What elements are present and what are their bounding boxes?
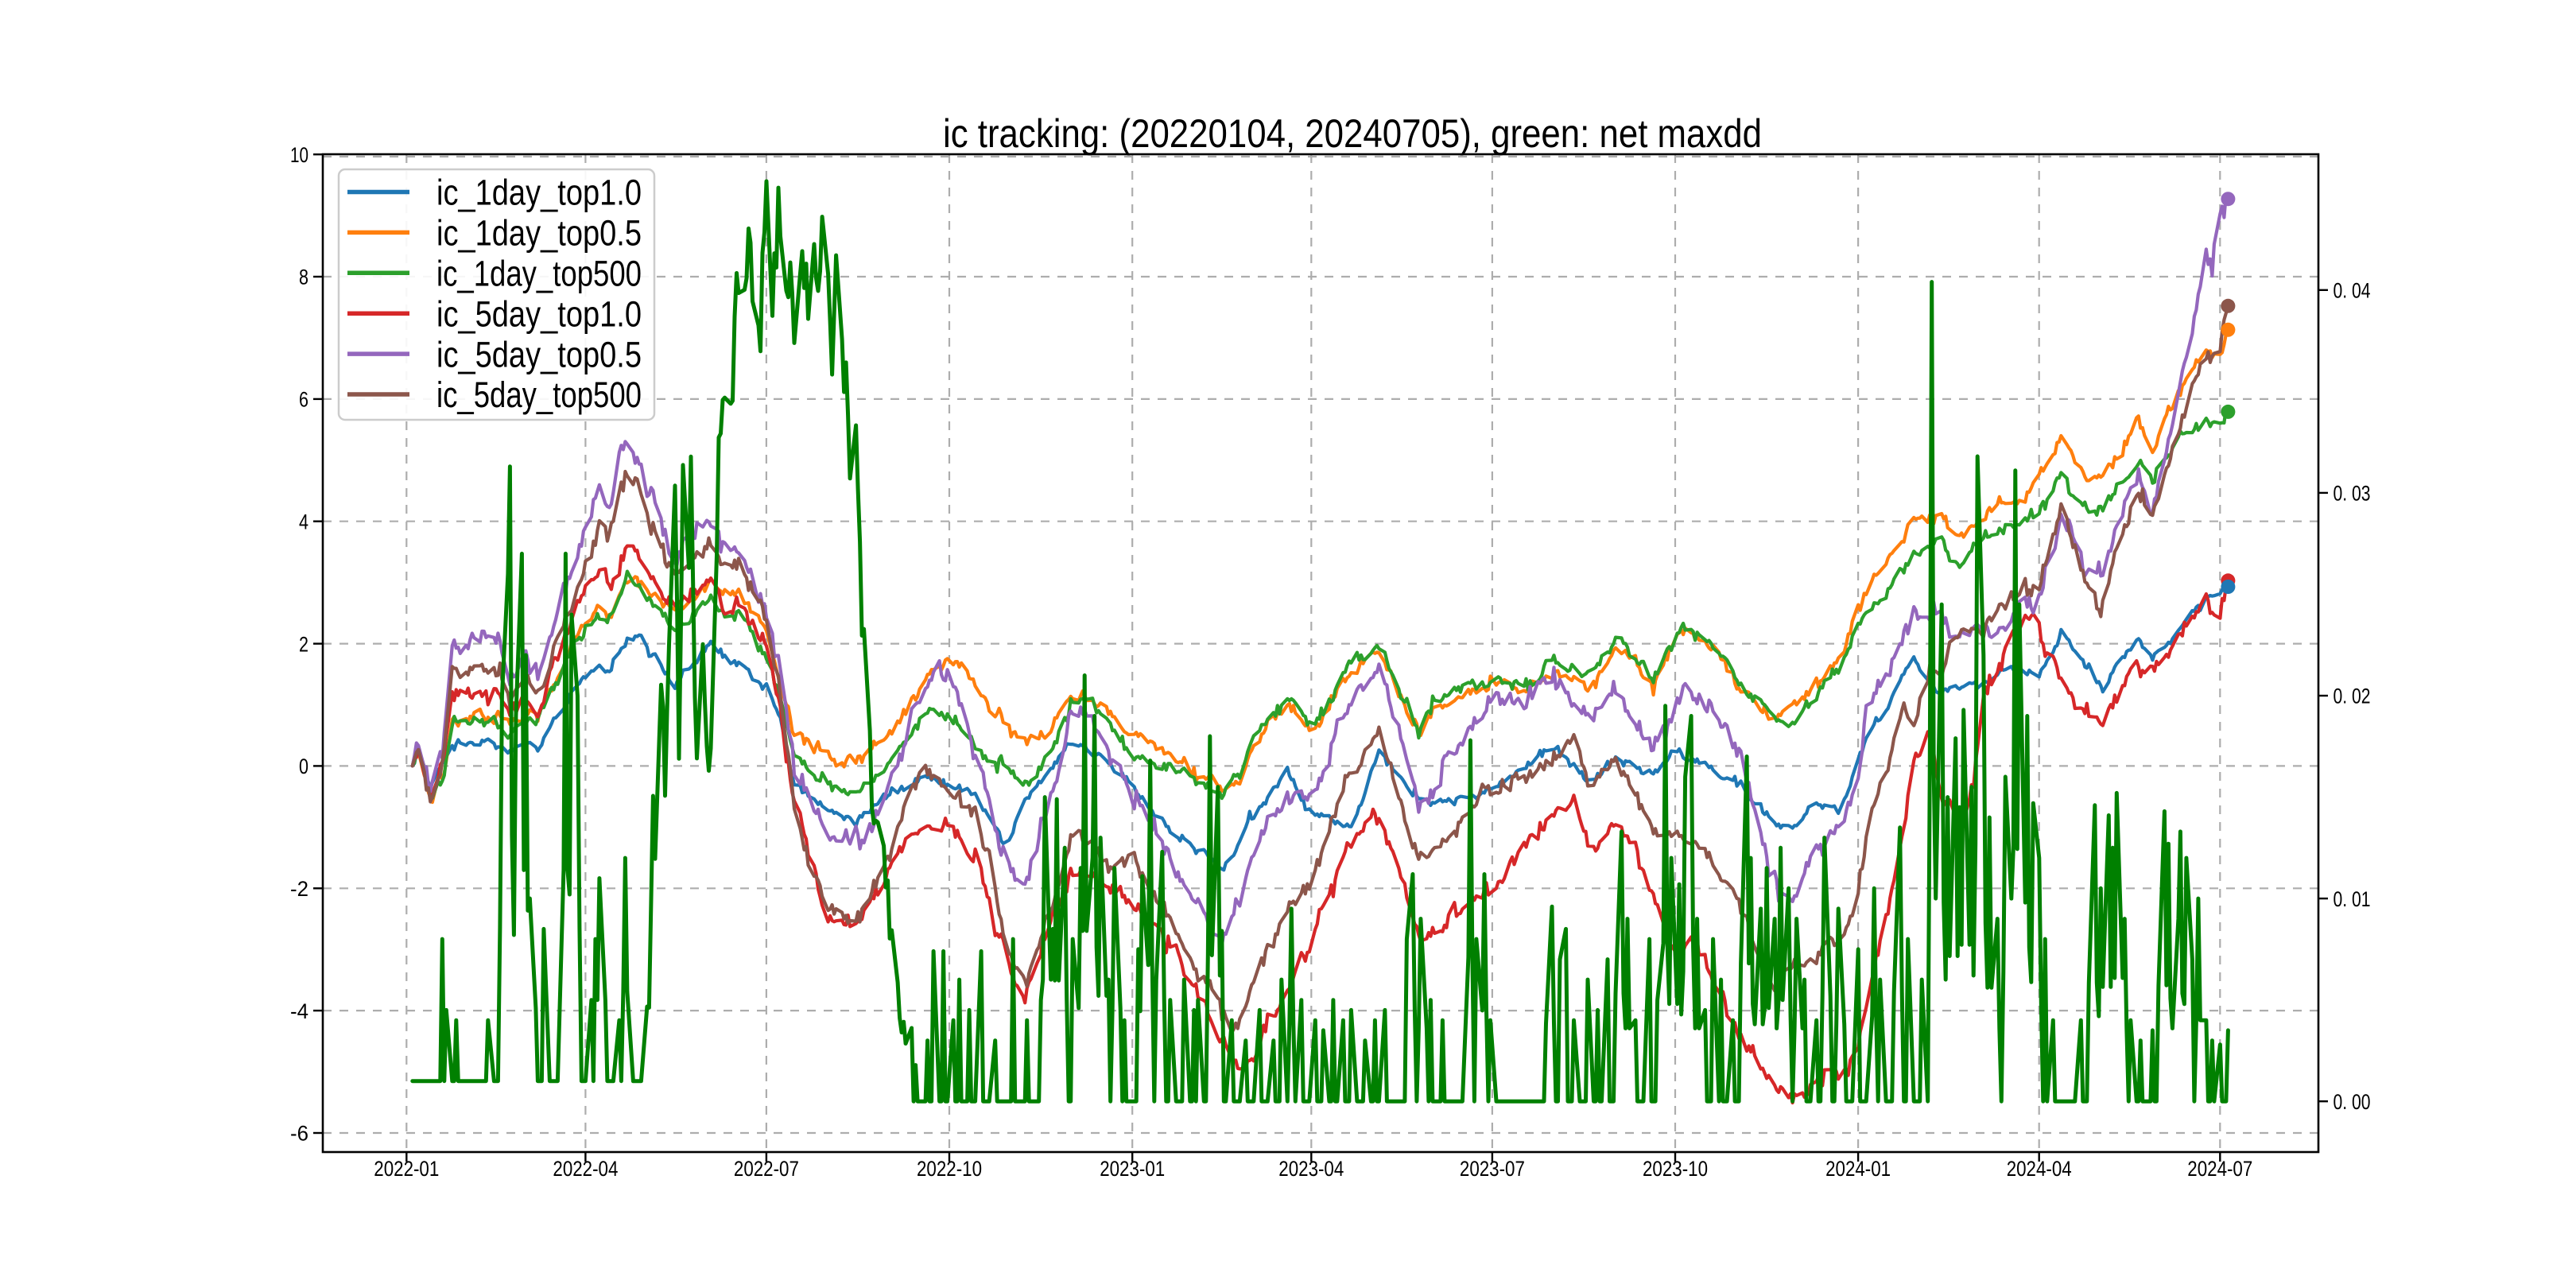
svg-text:2022-01: 2022-01 [374,1157,439,1181]
svg-text:2: 2 [299,632,308,656]
svg-text:ic_5day_top0.5: ic_5day_top0.5 [436,334,642,374]
svg-text:-2: -2 [290,877,308,901]
svg-text:10: 10 [290,143,308,167]
svg-text:6: 6 [299,388,308,412]
svg-text:ic_1day_top500: ic_1day_top500 [436,254,642,294]
svg-text:ic_1day_top0.5: ic_1day_top0.5 [436,213,642,254]
svg-text:2023-10: 2023-10 [1643,1157,1708,1181]
svg-text:-6: -6 [290,1122,308,1146]
svg-text:4: 4 [299,510,308,533]
svg-text:-4: -4 [290,999,308,1023]
svg-text:2022-07: 2022-07 [734,1157,799,1181]
svg-text:8: 8 [299,266,308,289]
svg-text:0. 02: 0. 02 [2334,685,2371,708]
svg-text:2024-01: 2024-01 [1825,1157,1891,1181]
svg-text:2023-04: 2023-04 [1278,1157,1344,1181]
svg-text:ic_1day_top1.0: ic_1day_top1.0 [436,173,642,213]
svg-text:ic_5day_top1.0: ic_5day_top1.0 [436,293,642,334]
svg-text:2023-01: 2023-01 [1100,1157,1165,1181]
svg-text:ic tracking: (20220104, 202407: ic tracking: (20220104, 20240705), green… [943,111,1762,156]
svg-text:2024-04: 2024-04 [2007,1157,2072,1181]
svg-text:0. 04: 0. 04 [2334,279,2371,303]
svg-text:0. 03: 0. 03 [2334,482,2371,506]
svg-text:0. 01: 0. 01 [2334,887,2371,911]
svg-text:2022-04: 2022-04 [553,1157,618,1181]
svg-text:0: 0 [299,755,308,778]
svg-text:2022-10: 2022-10 [917,1157,982,1181]
svg-text:0. 00: 0. 00 [2334,1090,2371,1114]
svg-text:2023-07: 2023-07 [1460,1157,1525,1181]
svg-text:2024-07: 2024-07 [2187,1157,2252,1181]
svg-text:ic_5day_top500: ic_5day_top500 [436,374,642,415]
